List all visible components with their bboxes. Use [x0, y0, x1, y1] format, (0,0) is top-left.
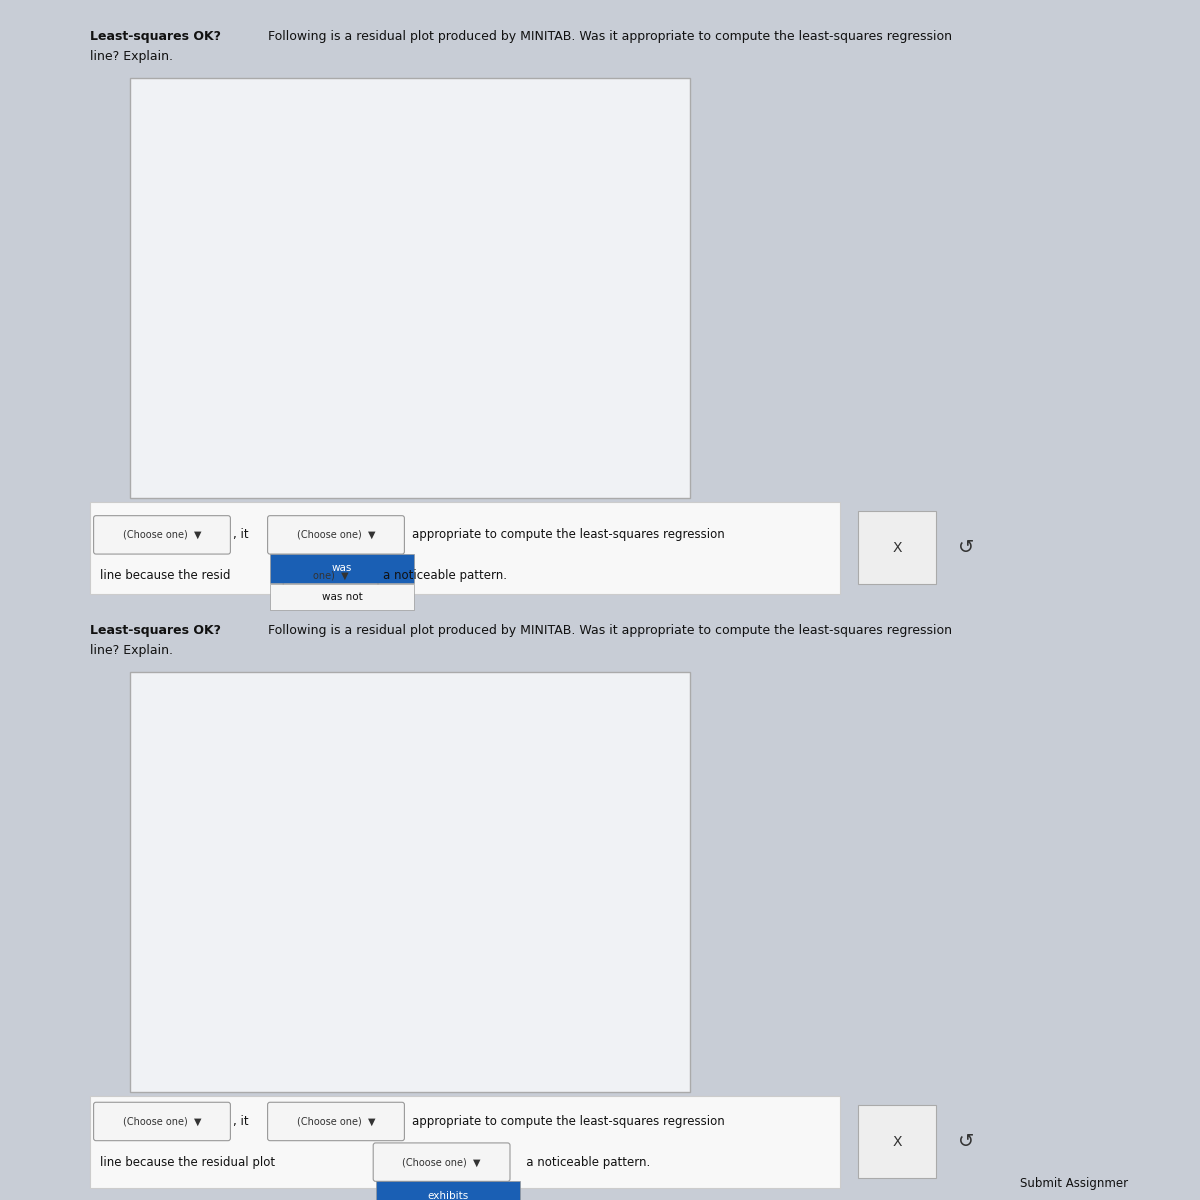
Text: Following is a residual plot produced by MINITAB. Was it appropriate to compute : Following is a residual plot produced by… — [264, 624, 952, 637]
Point — [392, 214, 412, 233]
Point — [317, 416, 336, 436]
Point — [258, 875, 277, 894]
Point — [510, 416, 529, 436]
Point — [444, 155, 463, 174]
Y-axis label: Residual: Residual — [157, 268, 170, 320]
Text: was: was — [332, 564, 352, 574]
Title: Residuals Versus x
(response is y): Residuals Versus x (response is y) — [370, 686, 498, 716]
Point — [551, 756, 570, 775]
Text: appropriate to compute the least-squares regression: appropriate to compute the least-squares… — [412, 1115, 725, 1128]
Point — [535, 756, 554, 775]
Point — [456, 810, 475, 829]
Text: X: X — [893, 1135, 902, 1148]
Text: line? Explain.: line? Explain. — [90, 50, 173, 64]
Text: Following is a residual plot produced by MINITAB. Was it appropriate to compute : Following is a residual plot produced by… — [264, 30, 952, 43]
Text: (Choose one)  ▼: (Choose one) ▼ — [122, 530, 202, 540]
Point — [476, 943, 496, 962]
Point — [317, 1010, 336, 1030]
Text: , it: , it — [233, 528, 248, 541]
Point — [416, 349, 436, 368]
Point — [365, 743, 384, 762]
Point — [416, 943, 436, 962]
Point — [526, 1010, 545, 1030]
Text: a noticeable pattern.: a noticeable pattern. — [515, 1156, 650, 1169]
Point — [301, 875, 320, 894]
Point — [428, 810, 448, 829]
Title: Residuals Versus x
(response is y): Residuals Versus x (response is y) — [370, 92, 498, 122]
Text: exhibits: exhibits — [427, 1190, 468, 1200]
Point — [301, 281, 320, 300]
Point — [365, 149, 384, 168]
Point — [349, 214, 368, 233]
Text: (Choose one)  ▼: (Choose one) ▼ — [122, 1116, 202, 1127]
Y-axis label: Residual: Residual — [157, 862, 170, 914]
Text: ↺: ↺ — [958, 539, 974, 557]
Point — [526, 416, 545, 436]
Point — [510, 1010, 529, 1030]
Point — [623, 349, 642, 368]
Text: X: X — [893, 541, 902, 554]
Point — [599, 943, 618, 962]
Point — [551, 162, 570, 181]
Point — [599, 349, 618, 368]
Text: line? Explain.: line? Explain. — [90, 644, 173, 658]
Text: line because the resid: line because the resid — [100, 569, 230, 582]
Text: ↺: ↺ — [958, 1133, 974, 1151]
Point — [476, 349, 496, 368]
Text: was not: was not — [322, 593, 362, 602]
Point — [281, 416, 300, 436]
Text: Least-squares OK?: Least-squares OK? — [90, 30, 221, 43]
Text: Least-squares OK?: Least-squares OK? — [90, 624, 221, 637]
Text: (Choose one)  ▼: (Choose one) ▼ — [296, 1116, 376, 1127]
Point — [571, 349, 590, 368]
Point — [396, 943, 415, 962]
Text: appropriate to compute the least-squares regression: appropriate to compute the least-squares… — [412, 528, 725, 541]
X-axis label: x: x — [430, 488, 438, 502]
Text: (Choose one)  ▼: (Choose one) ▼ — [296, 530, 376, 540]
Text: , it: , it — [233, 1115, 248, 1128]
Text: Submit Assignmer: Submit Assignmer — [1020, 1177, 1128, 1190]
Point — [258, 281, 277, 300]
Text: (Choose one)  ▼: (Choose one) ▼ — [402, 1157, 481, 1168]
Point — [623, 943, 642, 962]
Text: one)  ▼: one) ▼ — [313, 570, 348, 581]
Point — [444, 749, 463, 768]
Point — [217, 214, 236, 233]
Point — [281, 1010, 300, 1030]
Point — [396, 349, 415, 368]
Point — [392, 808, 412, 827]
Point — [217, 808, 236, 827]
Point — [349, 808, 368, 827]
Text: a noticeable pattern.: a noticeable pattern. — [383, 569, 506, 582]
Point — [535, 162, 554, 181]
Point — [571, 943, 590, 962]
Text: line because the residual plot: line because the residual plot — [100, 1156, 275, 1169]
Point — [456, 216, 475, 235]
X-axis label: x: x — [430, 1082, 438, 1096]
Point — [428, 216, 448, 235]
